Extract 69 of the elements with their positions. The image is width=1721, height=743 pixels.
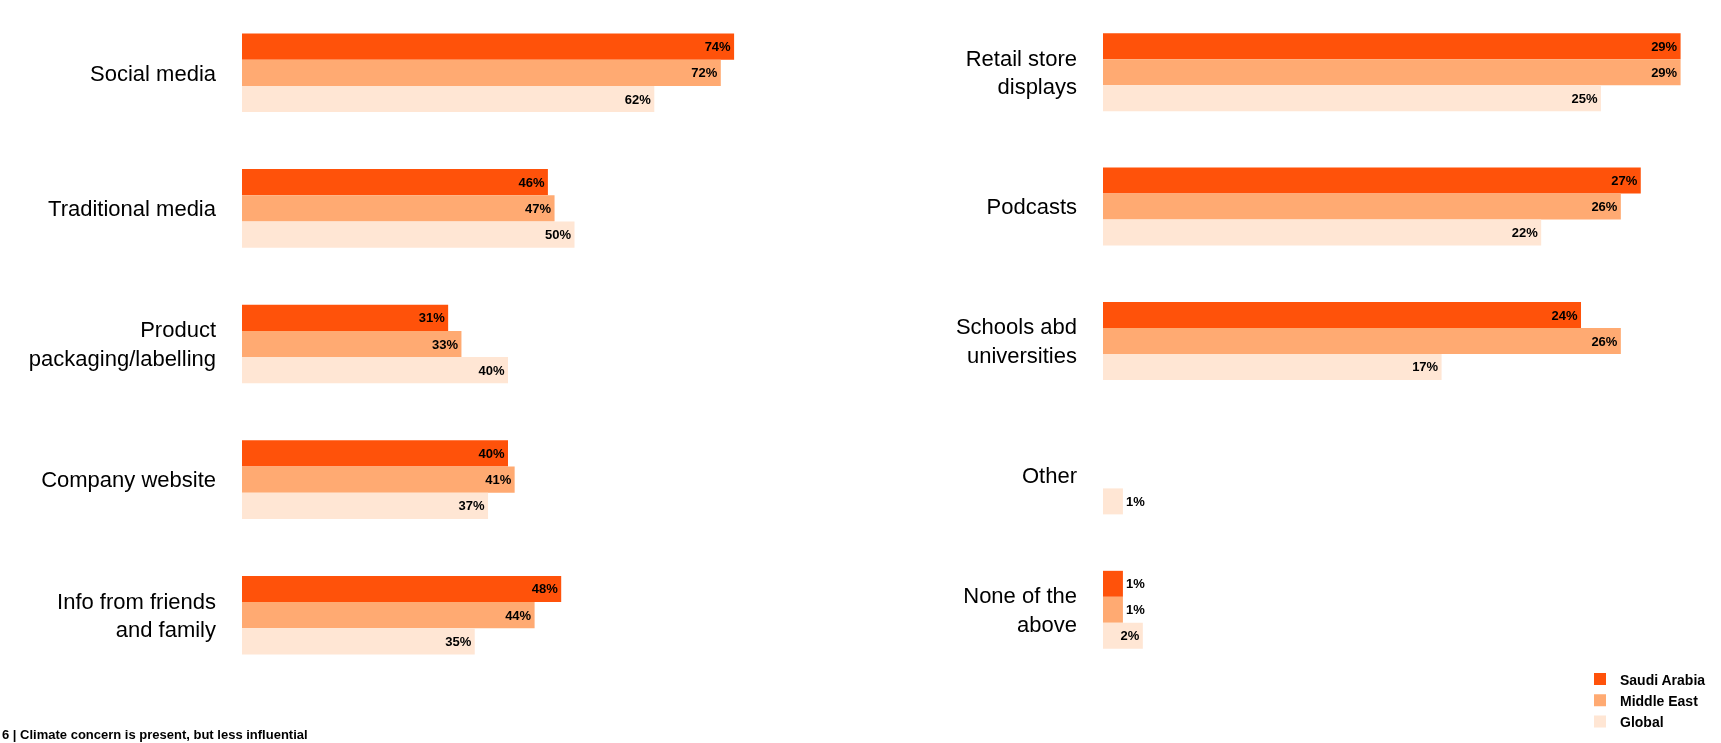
data-label: 26% — [1591, 199, 1618, 215]
bar — [1103, 167, 1641, 194]
data-label: 40% — [478, 362, 505, 378]
y-tick-label: Schools abd universities — [955, 314, 1077, 368]
bar — [1103, 488, 1123, 515]
bar — [1103, 33, 1681, 60]
bar — [242, 575, 562, 603]
data-label: 1% — [1125, 493, 1146, 509]
data-label: 24% — [1551, 307, 1579, 323]
bar — [1103, 328, 1621, 354]
bar — [242, 357, 508, 384]
y-tick-label: Info from friends and family — [57, 588, 216, 643]
bar — [1103, 85, 1601, 112]
bar — [242, 330, 462, 358]
data-label: 37% — [458, 498, 486, 514]
data-label: 40% — [478, 445, 505, 461]
data-label: 33% — [431, 336, 459, 352]
text: 6 | Climate concern is present, but less influential — [2, 727, 308, 742]
data-label: 44% — [505, 607, 532, 623]
data-label: 22% — [1511, 225, 1539, 241]
y-tick-label: Company website — [41, 467, 216, 493]
data-label: 1% — [1125, 602, 1146, 618]
y-tick-label: Other — [1021, 463, 1077, 489]
legend-label: Middle East — [1620, 692, 1699, 709]
data-label: 26% — [1591, 333, 1618, 349]
data-label: 17% — [1412, 359, 1439, 375]
bar — [242, 59, 721, 86]
bar — [242, 628, 475, 655]
bar — [1103, 570, 1123, 597]
y-tick-label: Retail store displays — [965, 45, 1077, 100]
data-label: 27% — [1611, 173, 1638, 189]
data-label: 46% — [518, 174, 545, 190]
data-label: 35% — [445, 633, 472, 649]
bar — [1103, 219, 1542, 246]
bar — [242, 466, 515, 493]
data-label: 74% — [704, 39, 732, 55]
y-tick-label: Social media — [90, 60, 217, 86]
y-tick-label: None of the above — [963, 583, 1077, 637]
bar — [1103, 59, 1681, 86]
legend-label: Saudi Arabia — [1620, 671, 1706, 688]
data-label: 48% — [531, 581, 559, 597]
data-label: 29% — [1651, 64, 1678, 80]
data-label: 41% — [485, 472, 512, 488]
data-label: 29% — [1651, 38, 1678, 54]
data-label: 1% — [1125, 576, 1146, 592]
bar — [1103, 353, 1442, 380]
bar — [242, 195, 555, 222]
y-tick-label: Traditional media — [48, 196, 217, 222]
data-label: 47% — [525, 200, 552, 216]
data-label: 50% — [545, 227, 572, 243]
bar — [242, 492, 489, 519]
data-label: 25% — [1571, 90, 1598, 106]
data-label: 31% — [418, 310, 446, 326]
bar — [1103, 596, 1123, 623]
bar — [242, 602, 535, 629]
y-tick-label: Podcasts — [986, 194, 1077, 220]
bar — [242, 440, 508, 467]
bar — [242, 85, 655, 113]
bar — [1103, 302, 1582, 329]
data-label: 2% — [1120, 628, 1140, 644]
bar — [1103, 193, 1621, 220]
bar — [242, 221, 575, 248]
bar — [242, 169, 548, 196]
bar — [242, 33, 735, 60]
data-label: 72% — [691, 65, 718, 81]
data-label: 62% — [624, 91, 652, 107]
y-tick-label: Product packaging/labelling — [28, 317, 216, 371]
bar — [242, 304, 449, 331]
legend-label: Global — [1620, 713, 1664, 730]
